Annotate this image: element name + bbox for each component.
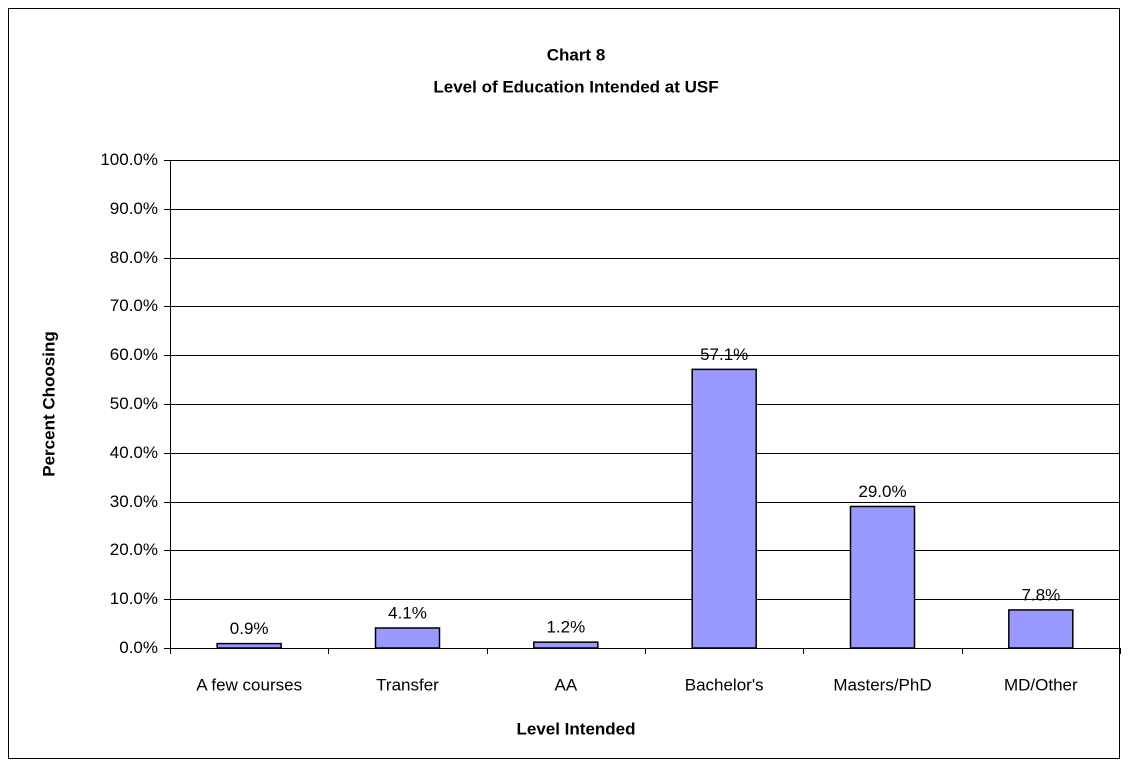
bar <box>849 505 916 649</box>
y-axis-title: Percent Choosing <box>39 331 58 476</box>
value-label: 57.1% <box>700 345 748 364</box>
chart-title: Chart 8 <box>547 45 606 64</box>
bar <box>691 368 757 649</box>
y-tick-label: 100.0% <box>100 150 158 169</box>
bar <box>533 641 599 649</box>
bar <box>374 627 441 649</box>
chart-border <box>8 8 1120 759</box>
x-tick-label: Transfer <box>376 675 439 694</box>
bar <box>216 642 282 649</box>
x-tick-label: Bachelor's <box>685 675 764 694</box>
value-label: 1.2% <box>546 618 585 637</box>
x-tick-label: A few courses <box>196 675 302 694</box>
bar <box>1008 609 1074 649</box>
x-tick-label: Masters/PhD <box>833 675 931 694</box>
x-tick-label: AA <box>554 675 577 694</box>
y-tick-label: 20.0% <box>110 540 158 559</box>
x-tick-label: MD/Other <box>1004 675 1078 694</box>
y-tick-label: 0.0% <box>119 638 158 657</box>
y-tick-label: 10.0% <box>110 589 158 608</box>
y-tick-label: 80.0% <box>110 248 158 267</box>
value-label: 7.8% <box>1021 585 1060 604</box>
y-tick-label: 50.0% <box>110 394 158 413</box>
value-label: 29.0% <box>858 482 906 501</box>
y-tick-label: 90.0% <box>110 199 158 218</box>
x-axis-title: Level Intended <box>516 719 635 738</box>
chart-subtitle: Level of Education Intended at USF <box>433 77 718 96</box>
value-label: 4.1% <box>388 603 427 622</box>
y-tick-label: 70.0% <box>110 296 158 315</box>
y-tick-label: 40.0% <box>110 443 158 462</box>
value-label: 0.9% <box>230 619 269 638</box>
y-tick-label: 60.0% <box>110 345 158 364</box>
y-tick-label: 30.0% <box>110 492 158 511</box>
